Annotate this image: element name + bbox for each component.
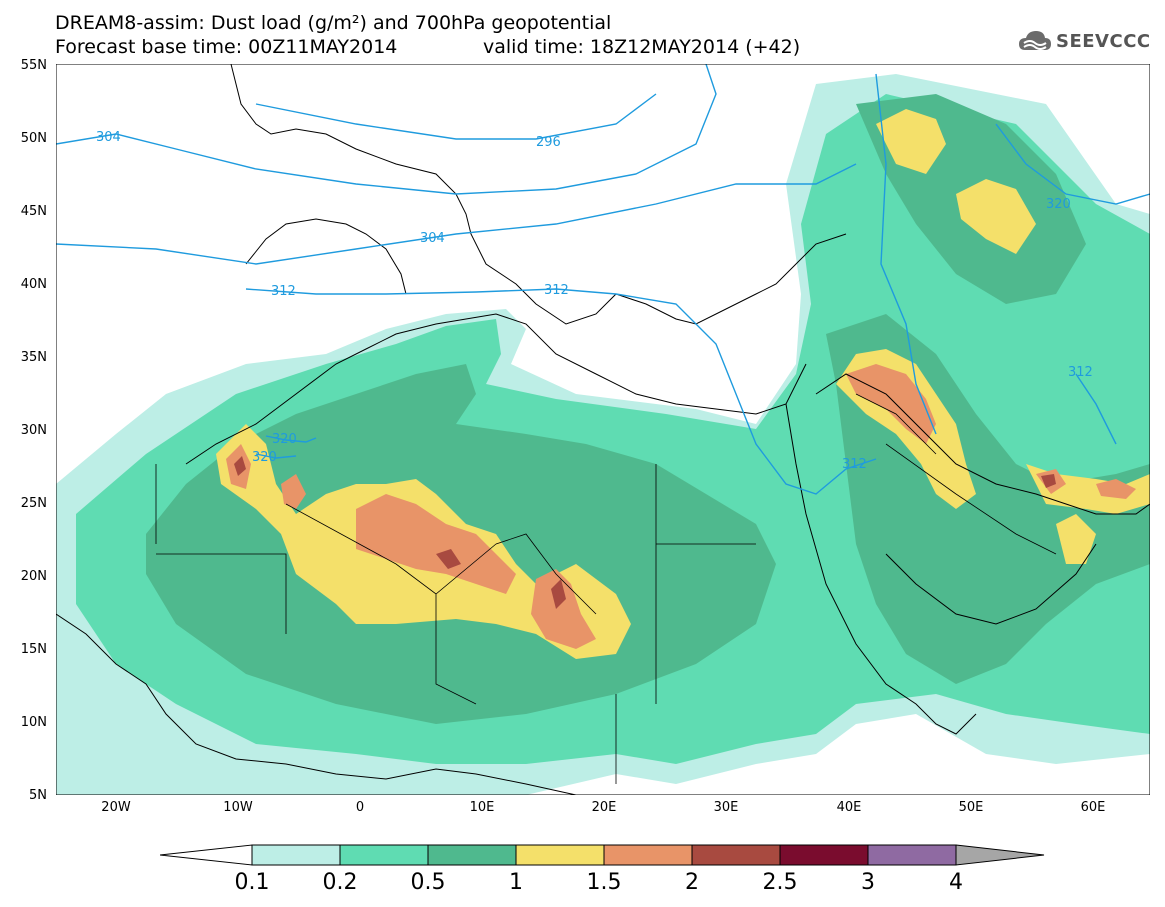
contour-label-304: 304 xyxy=(96,130,121,145)
lon-label-0: 0 xyxy=(355,800,365,815)
colorbar-label: 2 xyxy=(685,870,699,895)
lat-label-30n: 30N xyxy=(20,423,47,438)
contour-label-312b: 312 xyxy=(544,283,569,298)
contour-label-296: 296 xyxy=(536,135,561,150)
lon-label-20w: 20W xyxy=(101,800,131,815)
colorbar-label: 2.5 xyxy=(762,870,798,895)
colorbar-low-end xyxy=(160,844,253,866)
valid-time: valid time: 18Z12MAY2014 (+42) xyxy=(483,36,801,58)
dust-level-1-oman xyxy=(1056,514,1096,564)
dust-level-1-5-gulf xyxy=(1036,469,1136,499)
lat-label-10n: 10N xyxy=(20,715,47,730)
contour-label-312c: 312 xyxy=(842,457,867,472)
colorbar-label: 0.2 xyxy=(322,870,358,895)
colorbar-label: 4 xyxy=(949,870,963,895)
forecast-base-time: Forecast base time: 00Z11MAY2014 xyxy=(55,36,398,58)
lat-label-40n: 40N xyxy=(20,277,47,292)
dust-load-map: 304 296 304 312 312 320 320 312 320 312 xyxy=(56,64,1150,795)
lat-label-50n: 50N xyxy=(20,131,47,146)
dust-level-1-5 xyxy=(226,444,596,649)
lat-label-5n: 5N xyxy=(29,788,47,803)
colorbar-bin-1-5 xyxy=(603,844,693,866)
contour-label-320c: 320 xyxy=(1046,197,1071,212)
colorbar-label: 0.1 xyxy=(234,870,270,895)
lon-label-10w: 10W xyxy=(223,800,253,815)
contour-label-320b: 320 xyxy=(252,450,277,465)
contour-label-312d: 312 xyxy=(1068,365,1093,380)
colorbar-label: 3 xyxy=(861,870,875,895)
contour-labels: 304 296 304 312 312 320 320 312 320 312 xyxy=(96,130,1093,472)
colorbar-label: 1 xyxy=(509,870,523,895)
lat-label-15n: 15N xyxy=(20,642,47,657)
contour-label-304b: 304 xyxy=(420,231,445,246)
geopotential-contours xyxy=(56,64,1150,495)
lon-label-20e: 20E xyxy=(591,800,617,815)
colorbar-high-end xyxy=(955,844,1045,866)
lat-label-45n: 45N xyxy=(20,204,47,219)
dust-level-1-5-iraq xyxy=(846,364,936,444)
lat-label-25n: 25N xyxy=(20,496,47,511)
borders xyxy=(155,393,1057,784)
lat-label-35n: 35N xyxy=(20,350,47,365)
dust-level-1-caspian xyxy=(956,179,1036,254)
colorbar-bin-0-2 xyxy=(339,844,429,866)
logo-text: SEEVCCC xyxy=(1056,30,1151,52)
lon-label-30e: 30E xyxy=(713,800,739,815)
lat-label-55n: 55N xyxy=(20,58,47,73)
colorbar-bin-1 xyxy=(515,844,605,866)
lon-label-10e: 10E xyxy=(469,800,495,815)
seevccc-logo: SEEVCCC xyxy=(1018,26,1151,56)
contour-label-312a: 312 xyxy=(271,284,296,299)
lon-label-40e: 40E xyxy=(836,800,862,815)
dust-level-1-north xyxy=(876,109,946,174)
contour-label-320a: 320 xyxy=(272,432,297,447)
lon-label-50e: 50E xyxy=(958,800,984,815)
map-title: DREAM8-assim: Dust load (g/m²) and 700hP… xyxy=(55,12,612,34)
cloud-logo-icon xyxy=(1019,31,1051,50)
lat-label-20n: 20N xyxy=(20,569,47,584)
colorbar-label: 0.5 xyxy=(410,870,446,895)
colorbar-bin-2 xyxy=(691,844,781,866)
colorbar-bin-0-1 xyxy=(251,844,341,866)
colorbar-bin-3 xyxy=(867,844,957,866)
colorbar xyxy=(160,844,1045,866)
colorbar-bin-2-5 xyxy=(779,844,869,866)
colorbar-label: 1.5 xyxy=(586,870,622,895)
lon-label-60e: 60E xyxy=(1080,800,1106,815)
colorbar-bin-0-5 xyxy=(427,844,517,866)
